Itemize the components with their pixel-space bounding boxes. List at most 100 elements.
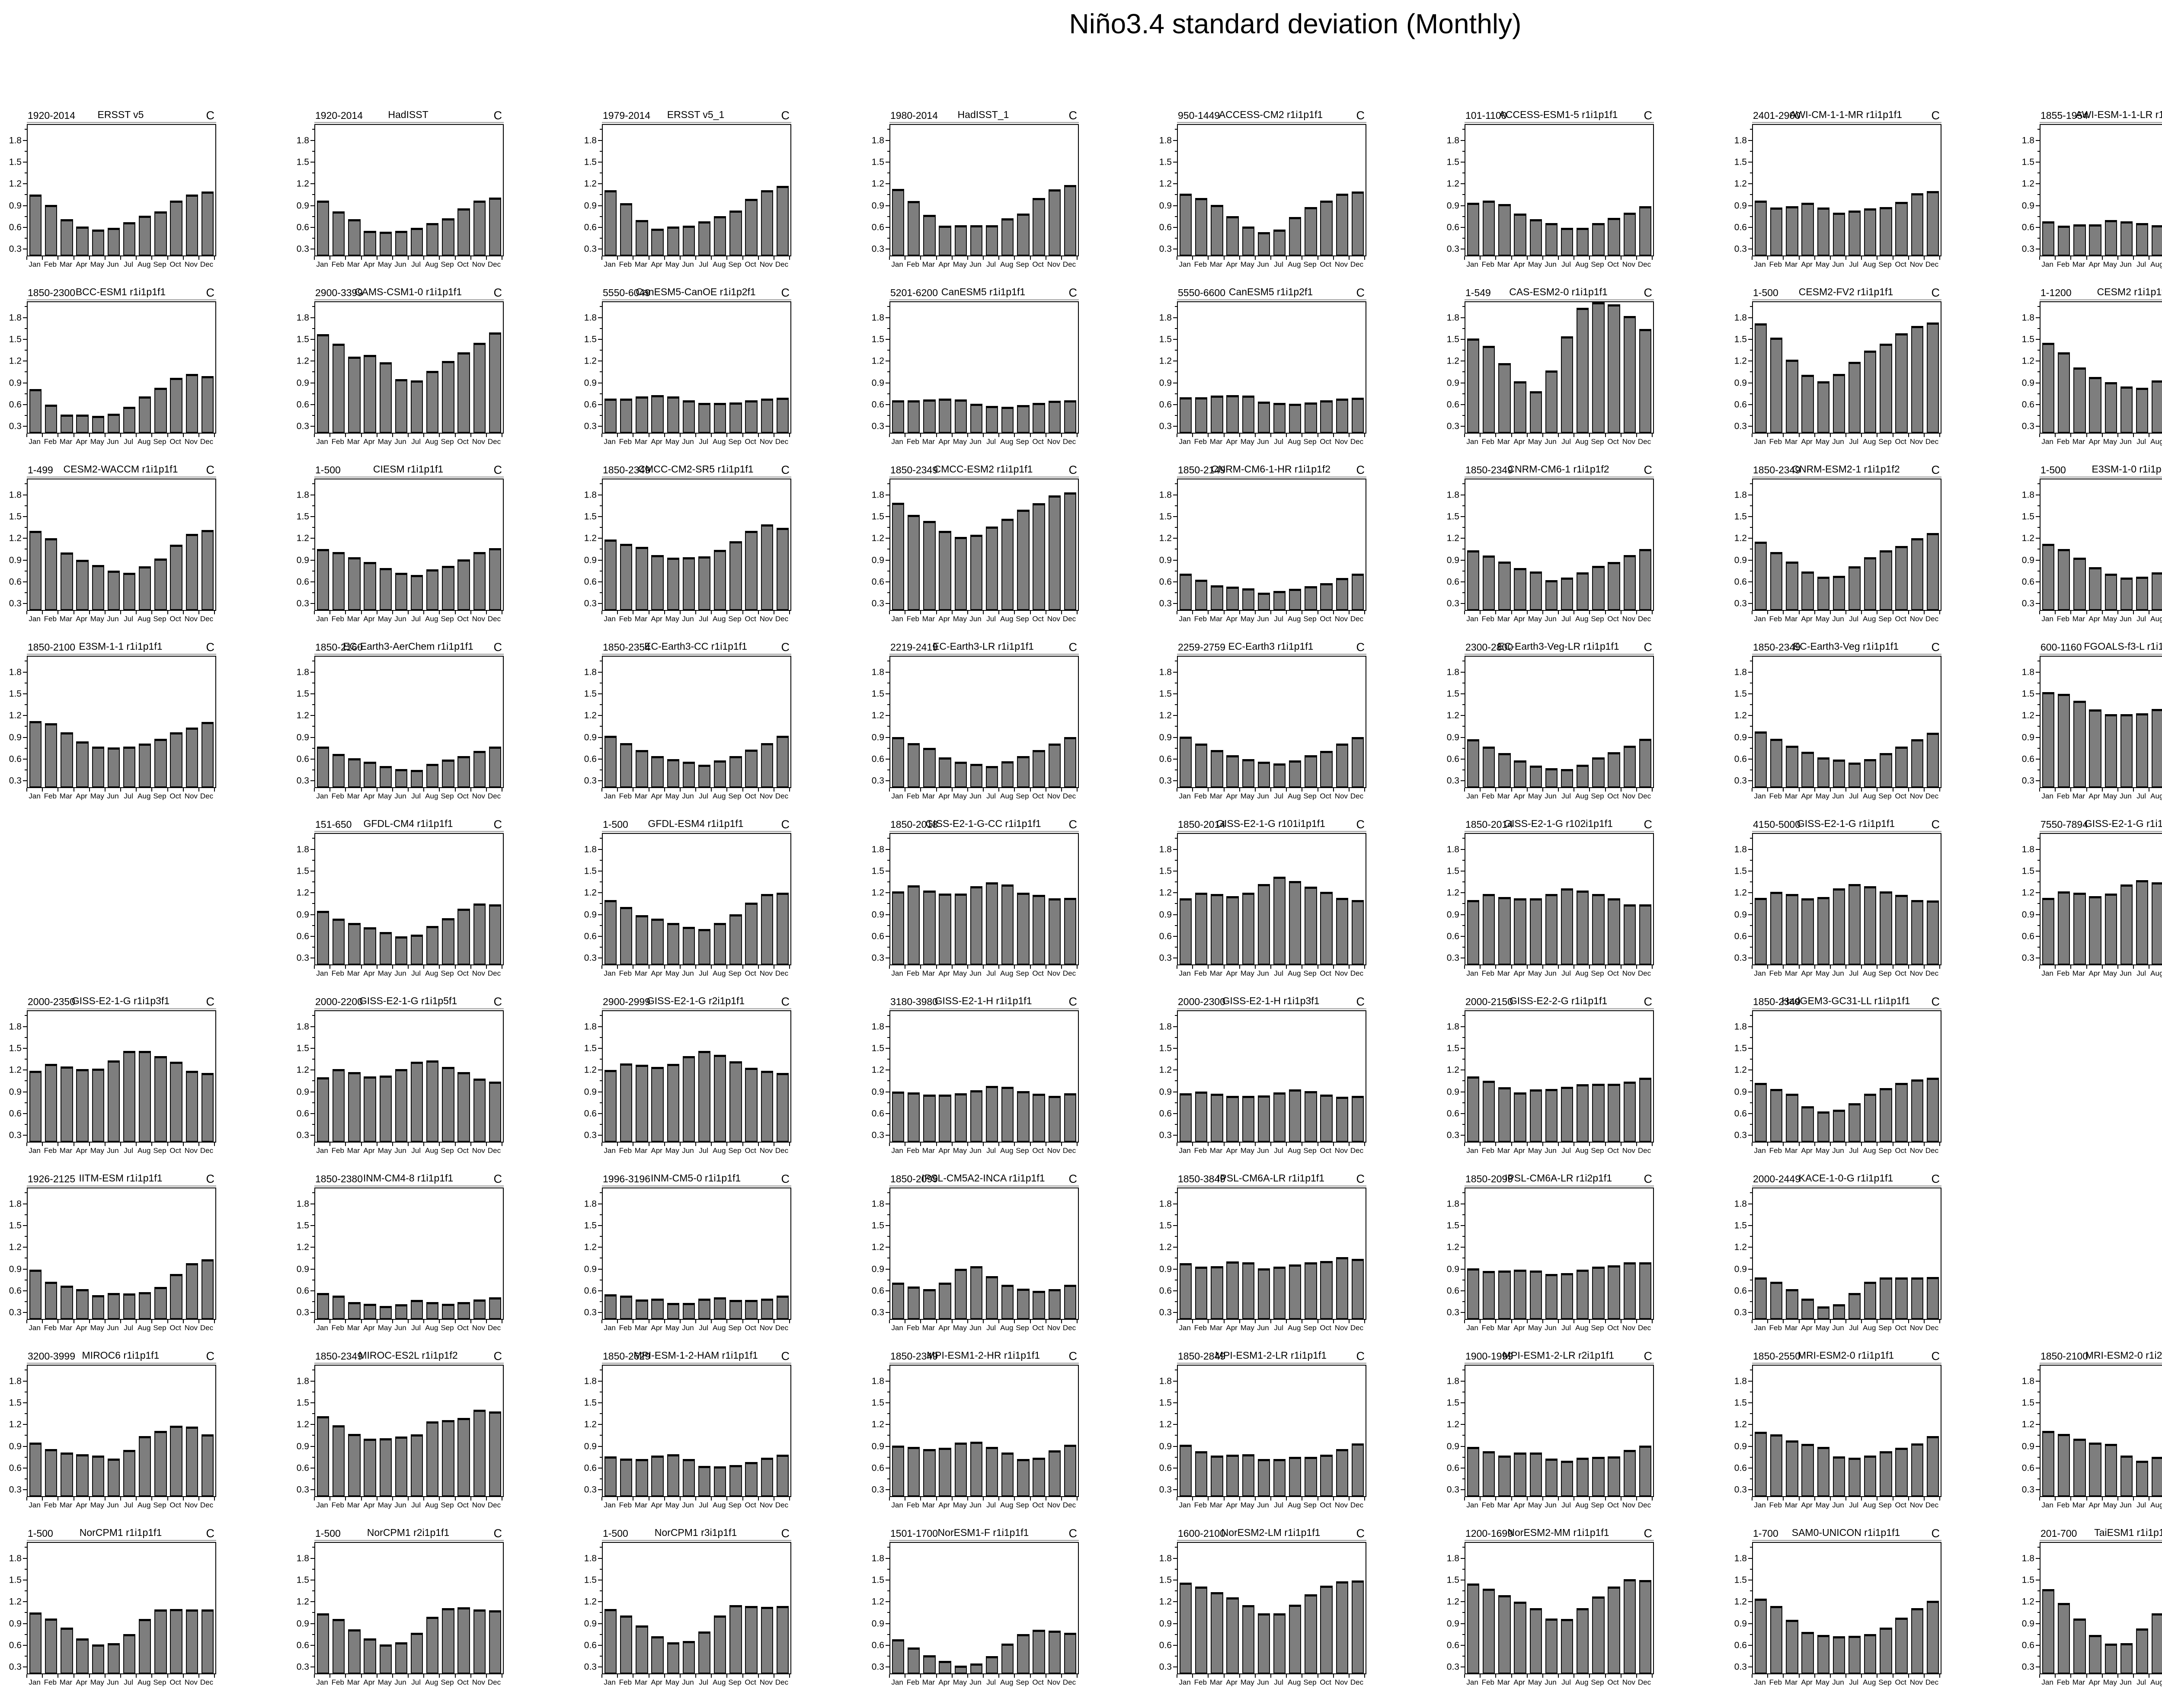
x-tick-mark [1014,256,1015,260]
panel-top-rule [27,476,216,478]
y-minor-tick [1462,704,1465,706]
month-label: Feb [1769,615,1782,623]
y-tick-label: 0.3 [296,953,309,963]
bar-may [667,558,679,610]
panel-corner-label: C [1068,995,1078,1008]
y-tick-mark [598,1467,602,1469]
y-tick-mark [598,715,602,716]
x-tick-mark [167,1320,168,1323]
month-label: Feb [1481,615,1494,623]
x-tick-mark [329,434,331,437]
month-label: Sep [1591,1324,1604,1332]
x-tick-mark [1208,1320,1209,1323]
month-label: May [1528,792,1542,800]
y-tick-label: 1.5 [1734,689,1747,699]
y-tick-mark [598,603,602,604]
bar-oct [457,1302,470,1319]
bar-nov [761,743,773,787]
y-tick-label: 0.6 [1734,1108,1747,1119]
bar-oct [745,1300,758,1319]
bar-feb [1770,738,1783,787]
x-tick-mark [214,1143,215,1146]
bar-may [667,226,679,255]
y-minor-tick [312,1015,314,1016]
bar-nov [473,1079,486,1142]
bar-feb [1770,208,1783,255]
y-minor-tick [2037,415,2040,416]
chart-panel: 2000-2200 GISS-E2-1-G r1i1p5f1 C 0.3 0.6 0.9 1… [289,995,577,1172]
x-tick-mark [1030,965,1031,969]
x-tick-mark [392,1497,393,1500]
bar-oct [1895,333,1908,433]
month-label: Jul [1274,1146,1283,1155]
bar-may [1242,892,1254,964]
y-minor-tick [2037,505,2040,506]
bar-mar [348,923,361,964]
y-tick-label: 1.8 [1159,313,1172,323]
x-tick-mark [214,434,215,437]
y-tick-mark [1461,205,1465,206]
panel-model: CNRM-ESM2-1 r1i1p1f2 [1792,463,1900,475]
x-tick-mark [1861,1143,1862,1146]
month-label: Jan [891,615,903,623]
x-tick-mark [617,788,618,792]
x-tick-mark [2055,611,2056,614]
bar-jan [1179,898,1192,964]
bar-mar [1498,1270,1511,1319]
x-tick-mark [1589,256,1590,260]
x-tick-mark [998,788,1000,792]
month-label: Nov [184,615,198,623]
month-label: Jan [1754,615,1766,623]
bar-jul [1273,763,1286,787]
y-minor-tick [25,592,27,594]
y-minor-tick [312,704,314,706]
month-label: Aug [1000,1324,1014,1332]
x-tick-mark [758,256,759,260]
y-tick-label: 0.6 [1446,399,1459,410]
y-tick-mark [1461,737,1465,738]
chart-panel: 1-500 GFDL-ESM4 r1i1p1f1 C 0.3 0.6 0.9 1.2 1.5 1… [577,818,864,995]
bar-nov [1623,1081,1636,1142]
panel-period: 1850-2349 [315,1350,363,1362]
bar-dec [489,1297,501,1319]
month-label: Apr [363,1146,375,1155]
bar-jul [1848,361,1861,433]
y-minor-tick [1462,527,1465,528]
x-tick-mark [1239,1143,1240,1146]
y-tick-mark [2036,914,2040,915]
month-label: Sep [728,1501,742,1509]
x-tick-mark [1861,256,1862,260]
bar-feb [333,1069,345,1142]
panel-top-rule [1752,831,1941,832]
x-tick-mark [951,1497,953,1500]
bar-jul [1561,577,1574,610]
month-label: Aug [1575,969,1589,977]
y-tick-label: 0.9 [1446,1441,1459,1452]
y-minor-tick [2037,592,2040,594]
month-label: Feb [906,1146,919,1155]
bar-jun [970,534,982,610]
month-label: Jun [107,1146,119,1155]
y-tick-label: 0.6 [1446,577,1459,587]
y-tick-mark [1173,1467,1177,1469]
month-label: Jun [1257,615,1269,623]
y-minor-tick [600,1214,602,1215]
y-tick-label: 0.9 [1446,1087,1459,1097]
x-tick-mark [1526,434,1528,437]
month-label: Dec [200,792,214,800]
month-label: Jan [604,969,616,977]
month-label: May [1815,1146,1829,1155]
month-label: Nov [759,1146,773,1155]
y-tick-label: 1.8 [2021,490,2034,500]
month-label: Dec [1925,615,1939,623]
panel-corner-label: C [781,286,790,299]
y-minor-tick [600,1435,602,1436]
month-label: Dec [1062,260,1076,268]
x-tick-mark [1061,434,1062,437]
y-minor-tick [1175,216,1177,217]
panel-period: 101-1100 [1465,110,1507,121]
y-tick-mark [1461,603,1465,604]
panel-period: 1-500 [1753,287,1778,298]
